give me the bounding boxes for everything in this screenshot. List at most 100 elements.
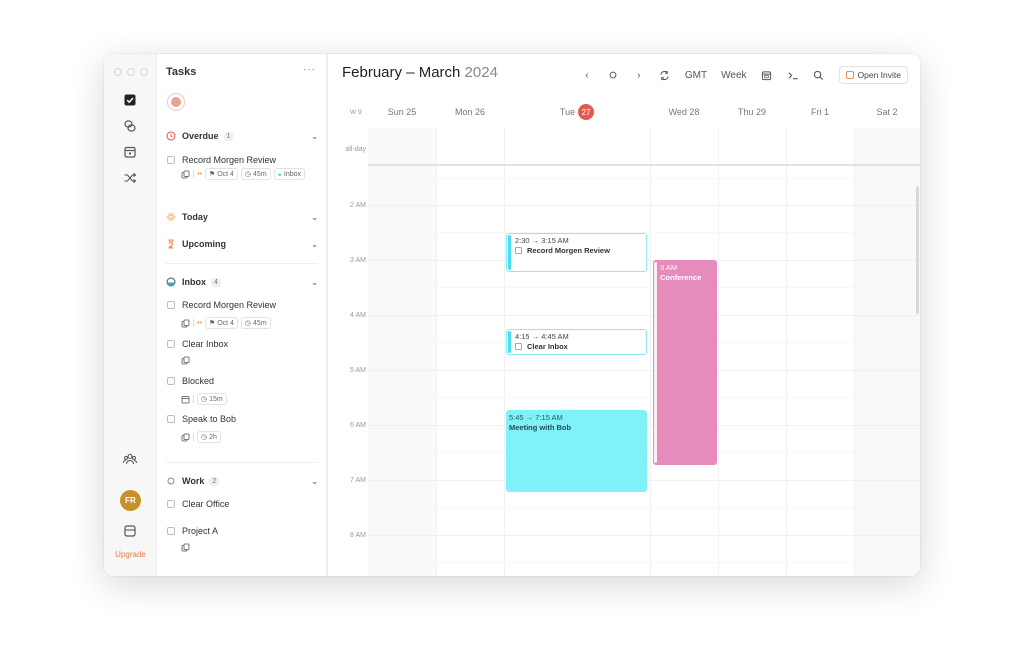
task-item[interactable]: Record Morgen Review [167, 300, 317, 310]
day-label: Tue [559, 107, 576, 117]
calendar-toolbar: ‹ › GMT Week Open Invite [581, 66, 908, 84]
section-today[interactable]: Today ⌄ [166, 210, 318, 224]
day-header-sat[interactable]: Sat 2 [854, 104, 920, 120]
calendar-year: 2024 [464, 64, 498, 81]
task-item[interactable]: Clear Office [167, 499, 317, 509]
priority-icon: •• [197, 170, 202, 178]
user-avatar[interactable]: FR [120, 490, 141, 511]
tasks-checkbox-icon[interactable] [123, 93, 137, 107]
weekend-column [854, 128, 920, 576]
chevron-right-icon[interactable]: › [637, 69, 641, 81]
event-checkbox[interactable] [515, 247, 522, 254]
due-date-chip[interactable]: ⚑ Oct 4 [204, 168, 238, 180]
duration: 45m [253, 319, 267, 327]
section-label: Inbox [182, 277, 206, 287]
task-item[interactable]: Record Morgen Review [167, 155, 317, 165]
chevron-down-icon[interactable]: ⌄ [311, 212, 318, 222]
clock-icon [166, 131, 176, 141]
column-line [504, 128, 505, 576]
search-icon[interactable] [813, 69, 825, 81]
command-prompt-icon[interactable] [787, 69, 799, 81]
task-checkbox[interactable] [167, 340, 175, 348]
chevron-down-icon[interactable]: ⌄ [311, 277, 318, 287]
hour-line [368, 370, 920, 371]
section-upcoming[interactable]: Upcoming ⌄ [166, 237, 318, 251]
section-overdue[interactable]: Overdue 1 ⌄ [166, 129, 318, 143]
chevron-down-icon[interactable]: ⌄ [311, 131, 318, 141]
event-meeting-with-bob[interactable]: 5:45 → 7:15 AM Meeting with Bob [506, 410, 647, 492]
half-hour-line [368, 178, 920, 179]
task-checkbox[interactable] [167, 156, 175, 164]
half-hour-line [368, 507, 920, 508]
copy-icon[interactable] [181, 356, 190, 365]
day-header-mon[interactable]: Mon 26 [436, 104, 504, 120]
event-title-row: Record Morgen Review [515, 246, 640, 255]
copy-icon[interactable] [181, 319, 190, 328]
refresh-icon[interactable] [659, 69, 671, 81]
upgrade-link[interactable]: Upgrade [115, 550, 146, 559]
task-checkbox[interactable] [167, 415, 175, 423]
icon-rail: FR Upgrade [104, 54, 157, 576]
event-title: Conference [660, 273, 702, 282]
due-date: Oct 4 [217, 170, 234, 178]
event-conference[interactable]: 3 AM Conference [653, 260, 717, 465]
task-checkbox[interactable] [167, 527, 175, 535]
copy-icon[interactable] [181, 543, 190, 552]
day-header-fri[interactable]: Fri 1 [786, 104, 854, 120]
inbox-tray-icon[interactable] [123, 524, 137, 538]
duration-chip[interactable]: ◷ 2h [197, 431, 221, 443]
duration: 2h [209, 433, 217, 441]
chevron-down-icon[interactable]: ⌄ [311, 476, 318, 486]
duration-chip[interactable]: ◷ 45m [240, 317, 271, 329]
shuffle-icon[interactable] [123, 171, 137, 185]
day-header-thu[interactable]: Thu 29 [718, 104, 786, 120]
task-item[interactable]: Clear Inbox [167, 339, 317, 349]
duration-chip[interactable]: ◷ 45m [240, 168, 271, 180]
sun-icon [166, 212, 176, 222]
zoom-window-dot[interactable] [140, 68, 148, 76]
copy-icon[interactable] [181, 170, 190, 179]
vertical-scrollbar[interactable] [916, 186, 919, 314]
section-work[interactable]: Work 2 ⌄ [166, 474, 318, 488]
task-checkbox[interactable] [167, 377, 175, 385]
event-record-morgen-review[interactable]: 2:30 → 3:15 AM Record Morgen Review [506, 233, 647, 272]
timezone-button[interactable]: GMT [684, 69, 708, 81]
calendar-icon[interactable] [123, 145, 137, 159]
section-inbox[interactable]: Inbox 4 ⌄ [166, 275, 318, 289]
team-icon[interactable] [123, 452, 137, 466]
calendar-small-icon[interactable] [181, 395, 190, 404]
event-clear-inbox[interactable]: 4:15 → 4:45 AM Clear Inbox [506, 329, 647, 355]
chevron-left-icon[interactable]: ‹ [585, 69, 589, 81]
calendar-picker-icon[interactable] [761, 69, 773, 81]
list-chip[interactable]: ◒ Inbox [273, 168, 306, 180]
due-date-chip[interactable]: ⚑ Oct 4 [204, 317, 238, 329]
timer-icon: ◷ [201, 434, 208, 441]
task-item[interactable]: Speak to Bob [167, 414, 317, 424]
event-checkbox[interactable] [515, 343, 522, 350]
day-label: Sat 2 [876, 107, 898, 117]
more-options-button[interactable]: ··· [303, 64, 316, 75]
duration-chip[interactable]: ◷ 15m [197, 393, 227, 405]
task-item[interactable]: Blocked [167, 376, 317, 386]
day-header-tue[interactable]: Tue 27 [504, 104, 650, 120]
calendar-grid[interactable]: 2:30 → 3:15 AM Record Morgen Review 4:15… [368, 128, 920, 576]
view-selector[interactable]: Week [721, 69, 747, 81]
user-filter-avatar[interactable] [167, 93, 185, 111]
column-line [786, 128, 787, 576]
close-window-dot[interactable] [114, 68, 122, 76]
day-header-wed[interactable]: Wed 28 [650, 104, 718, 120]
task-checkbox[interactable] [167, 301, 175, 309]
chevron-down-icon[interactable]: ⌄ [311, 239, 318, 249]
event-time: 4:15 → 4:45 AM [515, 332, 569, 341]
open-invite-button[interactable]: Open Invite [838, 66, 908, 84]
today-circle-icon[interactable] [607, 69, 619, 81]
minimize-window-dot[interactable] [127, 68, 135, 76]
copy-icon[interactable] [181, 433, 190, 442]
timer-icon: ◷ [201, 396, 208, 403]
circle-icon [166, 476, 176, 486]
day-header-sun[interactable]: Sun 25 [368, 104, 436, 120]
task-item[interactable]: Project A [167, 526, 317, 536]
link-icon[interactable] [123, 119, 137, 133]
timer-icon: ◷ [244, 171, 252, 178]
task-checkbox[interactable] [167, 500, 175, 508]
